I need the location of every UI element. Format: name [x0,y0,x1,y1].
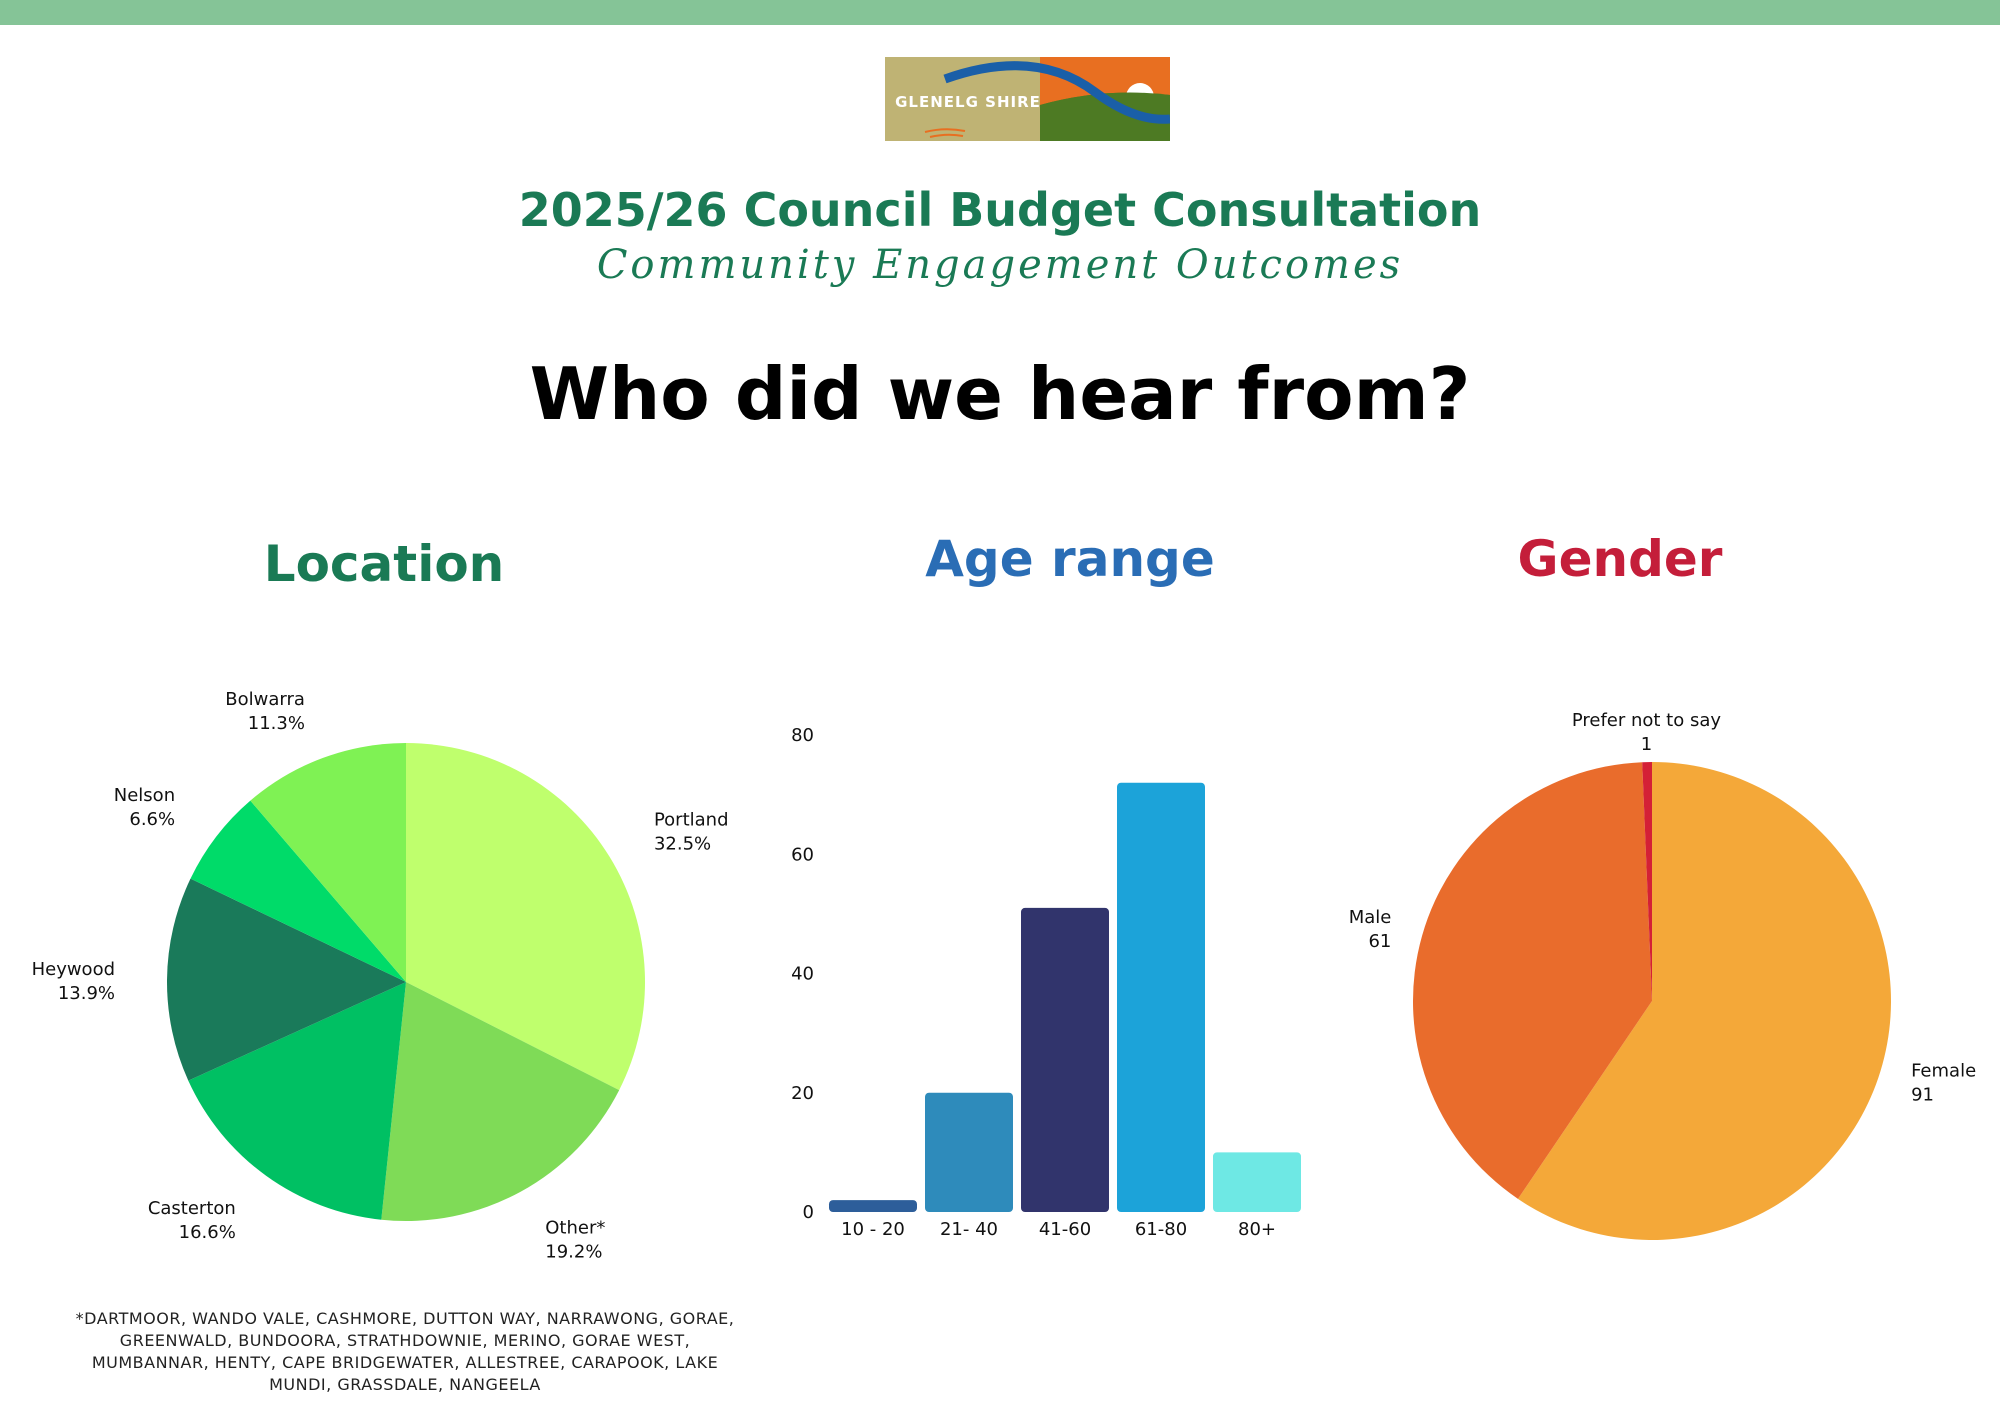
age-ytick-60: 60 [791,844,814,865]
location-value-bolwarra: 11.3% [248,713,305,734]
location-value-other: 19.2% [545,1242,602,1263]
gender-label-male: Male [1349,907,1392,928]
gender-slice-prefer-not-to-say [1642,762,1652,1001]
age-range-title: Age range [925,530,1215,588]
age-xtick-61-80: 61-80 [1135,1219,1187,1240]
age-ytick-40: 40 [791,964,814,985]
age-bar-21-40 [925,1092,1013,1212]
location-label-bolwarra: Bolwarra [225,689,305,710]
location-slice-other [381,982,620,1222]
logo-text: GLENELG SHIRE [895,93,1041,111]
page-subtitle: Community Engagement Outcomes [596,242,1404,288]
age-xtick-41-60: 41-60 [1039,1219,1091,1240]
page-title: 2025/26 Council Budget Consultation [518,183,1482,237]
location-slice-casterton [188,982,406,1220]
gender-value-female: 91 [1911,1084,1934,1105]
gender-title: Gender [1517,530,1723,588]
gender-value-prefer-not-to-say: 1 [1641,734,1652,755]
age-ytick-20: 20 [791,1083,814,1104]
location-label-nelson: Nelson [114,785,175,806]
location-label-heywood: Heywood [32,959,115,980]
gender-slice-female [1517,762,1891,1241]
age-bar-41-60 [1021,907,1109,1212]
location-label-portland: Portland [654,810,729,831]
location-value-heywood: 13.9% [58,983,115,1004]
section-heading: Who did we hear from? [529,352,1471,436]
location-label-casterton: Casterton [148,1198,236,1219]
location-slice-bolwarra [250,743,406,982]
age-xtick-21-40: 21- 40 [940,1219,998,1240]
location-value-portland: 32.5% [654,834,711,855]
location-footnote: *DARTMOOR, WANDO VALE, CASHMORE, DUTTON … [75,1309,735,1394]
gender-slice-male [1412,762,1652,1199]
top-accent-bar [0,0,2000,25]
glenelg-shire-logo [885,57,1170,141]
age-xtick-80: 80+ [1238,1219,1276,1240]
age-bar-10-20 [829,1200,917,1212]
age-ytick-0: 0 [803,1202,814,1223]
gender-value-male: 61 [1368,931,1391,952]
gender-label-female: Female [1911,1060,1976,1081]
location-value-casterton: 16.6% [179,1222,236,1243]
age-bar-80 [1213,1152,1301,1212]
age-xtick-10-20: 10 - 20 [841,1219,905,1240]
location-slice-heywood [167,878,406,1081]
location-slice-nelson [190,800,406,982]
age-ytick-80: 80 [791,725,814,746]
location-slice-portland [406,743,645,1091]
age-bar-61-80 [1117,782,1205,1212]
location-value-nelson: 6.6% [129,809,175,830]
location-label-other: Other* [545,1218,605,1239]
location-title: Location [263,535,505,593]
gender-label-prefer-not-to-say: Prefer not to say [1572,710,1722,731]
